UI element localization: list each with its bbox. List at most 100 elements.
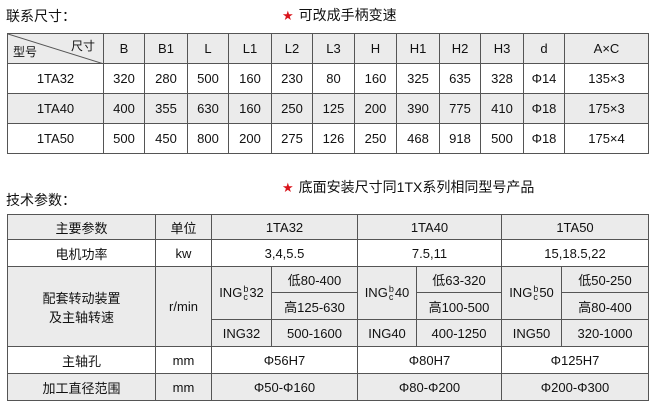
speed-row-high: 高125-630 高100-500 高80-400 xyxy=(8,292,649,320)
ing-model: ING40 xyxy=(357,319,417,347)
sub: c xyxy=(533,292,538,303)
speed-row-low: 配套转动装置 及主轴转速 r/min INGb c 32 低80-400 INGb c 4… xyxy=(7,266,649,347)
value-cell: 500 xyxy=(103,123,145,154)
column-header: L3 xyxy=(312,33,355,64)
ing-model: ING50 xyxy=(501,319,562,347)
value-cell: 135×3 xyxy=(564,63,649,94)
value-cell: 918 xyxy=(439,123,481,154)
row-unit: mm xyxy=(155,373,212,401)
column-header: H2 xyxy=(439,33,481,64)
speed-high: 高125-630 xyxy=(271,292,358,320)
value-cell: Φ14 xyxy=(523,63,565,94)
row-label: 加工直径范围 xyxy=(7,373,156,401)
cell: Φ80-Φ200 xyxy=(357,373,502,401)
model-cell: 1TA32 xyxy=(7,63,104,94)
value-cell: 450 xyxy=(144,123,188,154)
value-cell: 630 xyxy=(187,93,229,124)
diagonal-line xyxy=(8,34,104,64)
row-unit: mm xyxy=(155,346,212,374)
cell: 3,4,5.5 xyxy=(211,239,358,267)
column-header: H xyxy=(354,33,397,64)
speed-low: 低50-250 xyxy=(561,266,649,293)
table-row: 1TA40 400 355 630 160 250 125 200 390 775 410 Φ18 17… xyxy=(7,93,649,124)
value-cell: 125 xyxy=(312,93,355,124)
table-row: 1TA32 320 280 500 160 230 80 160 325 635 328 Φ14 135… xyxy=(7,63,649,94)
column-header: B1 xyxy=(144,33,188,64)
corner-bottom-label: 型号 xyxy=(13,45,38,59)
specs-table: 主要参数 单位 1TA32 1TA40 1TA50 电机功率 kw 3,4,5.… xyxy=(7,214,649,401)
value-cell: 800 xyxy=(187,123,229,154)
note-handle-speed: ★ 可改成手柄变速 xyxy=(282,5,397,25)
column-header: L2 xyxy=(271,33,313,64)
value-cell: 328 xyxy=(480,63,524,94)
column-header: d xyxy=(523,33,565,64)
value-cell: 175×4 xyxy=(564,123,649,154)
value-cell: 468 xyxy=(396,123,440,154)
note-text: 底面安装尺寸同1TX系列相同型号产品 xyxy=(298,179,535,195)
cell: Φ200-Φ300 xyxy=(501,373,649,401)
column-header: A×C xyxy=(564,33,649,64)
speed-range: 400-1250 xyxy=(416,319,502,347)
row-label: 电机功率 xyxy=(7,239,156,267)
value-cell: 160 xyxy=(228,93,272,124)
star-icon: ★ xyxy=(282,180,294,195)
value-cell: 230 xyxy=(271,63,313,94)
value-cell: 775 xyxy=(439,93,481,124)
value-cell: 500 xyxy=(187,63,229,94)
value-cell: 275 xyxy=(271,123,313,154)
value-cell: Φ18 xyxy=(523,93,565,124)
cell: 15,18.5,22 xyxy=(501,239,649,267)
ing-model: ING32 xyxy=(211,319,272,347)
header-row: 尺寸 型号 B B1 L L1 L2 L3 H H1 H2 H3 d A×C xyxy=(7,33,649,64)
sup: b xyxy=(533,284,539,295)
diameter-row: 加工直径范围 mm Φ50-Φ160 Φ80-Φ200 Φ200-Φ300 xyxy=(7,373,649,401)
cell: Φ56H7 xyxy=(211,346,358,374)
speed-label-line2: 及主轴转速 xyxy=(48,309,114,325)
value-cell: 80 xyxy=(312,63,355,94)
speed-row-ing: ING32 500-1600 ING40 400-1250 ING50 320-… xyxy=(8,319,649,347)
sup: b xyxy=(388,284,394,295)
spindle-row: 主轴孔 mm Φ56H7 Φ80H7 Φ125H7 xyxy=(7,346,649,374)
corner-cell: 尺寸 型号 xyxy=(7,33,104,64)
column-header: L xyxy=(187,33,229,64)
speed-low: 低63-320 xyxy=(416,266,502,293)
value-cell: 500 xyxy=(480,123,524,154)
speed-range: 320-1000 xyxy=(561,319,649,347)
value-cell: 160 xyxy=(228,63,272,94)
dimensions-table: 尺寸 型号 B B1 L L1 L2 L3 H H1 H2 H3 d A×C 1… xyxy=(7,33,649,154)
corner-top-label: 尺寸 xyxy=(70,39,95,53)
column-header: H1 xyxy=(396,33,440,64)
ing-suffix: 40 xyxy=(394,284,410,300)
speed-high: 高80-400 xyxy=(561,292,649,320)
speed-range: 500-1600 xyxy=(271,319,358,347)
value-cell: 410 xyxy=(480,93,524,124)
value-cell: 280 xyxy=(144,63,188,94)
ing-suffix: 32 xyxy=(249,284,264,300)
value-cell: 390 xyxy=(396,93,440,124)
row-unit: r/min xyxy=(155,266,212,347)
note-text: 可改成手柄变速 xyxy=(298,7,397,23)
speed-high: 高100-500 xyxy=(416,292,502,320)
section-title-specs: 技术参数： xyxy=(6,192,76,208)
ing-model: INGb c 40 xyxy=(357,266,417,320)
header-model: 1TA50 xyxy=(501,214,649,240)
speed-label: 配套转动装置 及主轴转速 xyxy=(7,266,156,347)
ing-prefix: ING xyxy=(364,284,388,300)
value-cell: 200 xyxy=(228,123,272,154)
sub: c xyxy=(388,292,394,303)
speed-label-line1: 配套转动装置 xyxy=(42,290,121,306)
value-cell: 200 xyxy=(354,93,397,124)
sup: b xyxy=(243,284,249,295)
value-cell: 355 xyxy=(144,93,188,124)
value-cell: 160 xyxy=(354,63,397,94)
value-cell: 250 xyxy=(271,93,313,124)
ing-model: INGb c 50 xyxy=(501,266,562,320)
model-cell: 1TA40 xyxy=(7,93,104,124)
value-cell: 320 xyxy=(103,63,145,94)
power-row: 电机功率 kw 3,4,5.5 7.5,11 15,18.5,22 xyxy=(7,239,649,267)
header-row: 主要参数 单位 1TA32 1TA40 1TA50 xyxy=(7,214,649,240)
sub: c xyxy=(243,292,248,303)
